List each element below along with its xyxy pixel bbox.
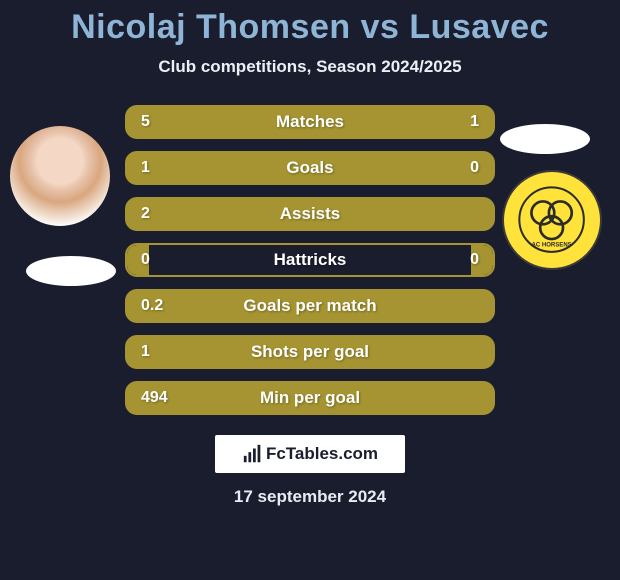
- stat-value-left: 494: [141, 389, 168, 407]
- stat-label: Shots per goal: [251, 342, 369, 362]
- stat-label: Matches: [276, 112, 344, 132]
- stat-label: Assists: [280, 204, 340, 224]
- footer-date: 17 september 2024: [0, 487, 620, 507]
- player-right-club-badge: AC HORSENS: [502, 170, 602, 270]
- stat-row: 1 Goals 0: [125, 151, 495, 185]
- stat-value-left: 1: [141, 159, 150, 177]
- chart-icon: [242, 443, 264, 465]
- stat-value-right: 0: [470, 159, 479, 177]
- stats-list: 5 Matches 1 1 Goals 0 2 Assists 0 Hattricks 0 0.2 Go…: [125, 105, 495, 415]
- stat-row: 5 Matches 1: [125, 105, 495, 139]
- stat-value-left: 0: [141, 251, 150, 269]
- footer-brand-text: FcTables.com: [266, 444, 378, 464]
- subtitle: Club competitions, Season 2024/2025: [0, 57, 620, 77]
- stat-row: 1 Shots per goal: [125, 335, 495, 369]
- stat-value-left: 2: [141, 205, 150, 223]
- stat-label: Min per goal: [260, 388, 360, 408]
- stat-row: 494 Min per goal: [125, 381, 495, 415]
- player-left-avatar: [10, 126, 110, 226]
- stat-value-left: 0.2: [141, 297, 163, 315]
- club-badge-icon: AC HORSENS: [518, 186, 585, 253]
- stat-row: 0 Hattricks 0: [125, 243, 495, 277]
- player-left-flag: [26, 256, 116, 286]
- player-right-flag: [500, 124, 590, 154]
- page-title: Nicolaj Thomsen vs Lusavec: [0, 8, 620, 47]
- stat-value-left: 1: [141, 343, 150, 361]
- stat-value-right: 0: [470, 251, 479, 269]
- stat-row: 0.2 Goals per match: [125, 289, 495, 323]
- stat-label: Hattricks: [274, 250, 347, 270]
- stat-label: Goals per match: [243, 296, 376, 316]
- badge-text: AC HORSENS: [532, 243, 572, 249]
- stat-value-left: 5: [141, 113, 150, 131]
- footer-brand: FcTables.com: [215, 435, 405, 473]
- stat-label: Goals: [286, 158, 333, 178]
- stat-row: 2 Assists: [125, 197, 495, 231]
- stat-value-right: 1: [470, 113, 479, 131]
